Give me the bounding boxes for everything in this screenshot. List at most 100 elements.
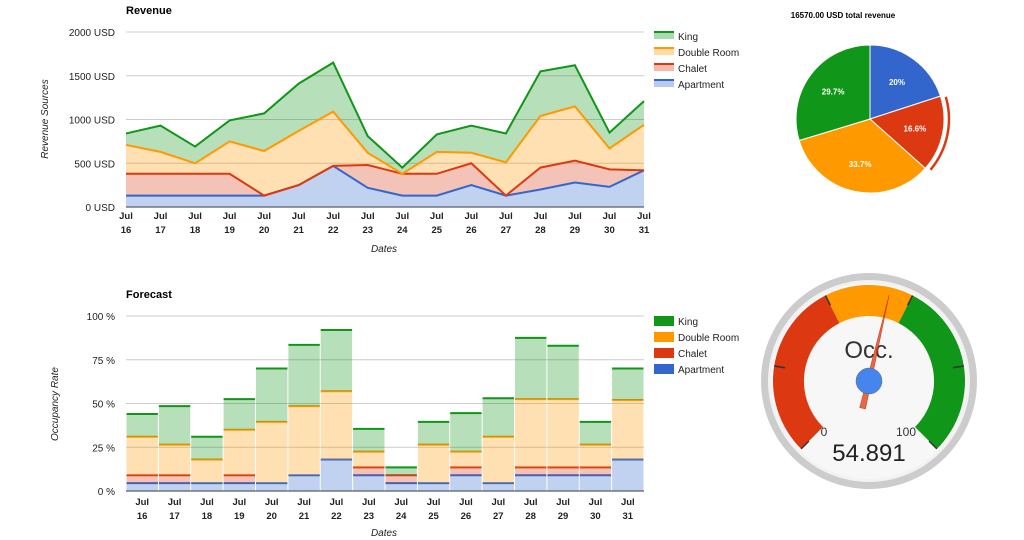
legend-swatch-double-room xyxy=(654,48,674,55)
revenue-pie-chart: 16570.00 USD total revenue 20% 16.6% 33.7%… xyxy=(791,11,951,194)
forecast-bar-apartment xyxy=(482,483,514,491)
gauge-color-bands xyxy=(772,285,966,449)
legend-swatch-chalet xyxy=(654,348,674,358)
forecast-x-tick-label: Jul 31 xyxy=(621,497,635,522)
forecast-bar-double-room xyxy=(547,399,579,468)
forecast-bar-double-room xyxy=(191,459,223,484)
forecast-bar-king xyxy=(223,399,255,430)
forecast-bar-double-room xyxy=(482,436,514,484)
legend-swatch-apartment xyxy=(654,80,674,87)
revenue-x-tick-label: Jul 31 xyxy=(637,211,651,236)
forecast-bar-apartment xyxy=(126,483,158,491)
forecast-y-tick-label: 25 % xyxy=(92,443,115,454)
gauge-min-label: 0 xyxy=(821,425,828,439)
revenue-x-tick-label: Jul 27 xyxy=(499,211,513,236)
forecast-bar-chalet xyxy=(547,467,579,476)
legend-swatch-king xyxy=(654,316,674,326)
forecast-x-tick-label: Jul 20 xyxy=(265,497,279,522)
forecast-title: Forecast xyxy=(126,289,172,301)
forecast-x-axis-label: Dates xyxy=(371,528,397,539)
forecast-x-tick-label: Jul 17 xyxy=(168,497,182,522)
revenue-x-tick-label: Jul 25 xyxy=(430,211,444,236)
legend-label-apartment: Apartment xyxy=(678,365,724,376)
forecast-bar-double-room xyxy=(579,444,612,468)
forecast-bar-chalet xyxy=(579,467,612,476)
forecast-bar-king xyxy=(450,413,482,452)
revenue-y-tick-label: 500 USD xyxy=(74,159,115,170)
revenue-x-tick-label: Jul 18 xyxy=(188,211,202,236)
legend-swatch-chalet xyxy=(654,64,674,71)
pie-slice-apartment[interactable] xyxy=(869,44,942,120)
pie-slice-label-apartment: 20% xyxy=(889,78,905,87)
revenue-area-chalet xyxy=(126,160,644,196)
forecast-bar-apartment xyxy=(256,483,288,491)
revenue-legend[interactable]: King Double Room Chalet Apartment xyxy=(654,31,739,91)
forecast-x-tick-label: Jul 29 xyxy=(556,497,570,522)
forecast-bar-apartment xyxy=(158,483,191,491)
forecast-bar-double-room xyxy=(515,399,547,468)
revenue-y-ticks: 0 USD 500 USD 1000 USD 1500 USD 2000 USD xyxy=(69,28,115,214)
legend-label-king: King xyxy=(678,32,698,43)
forecast-bar-double-room xyxy=(612,400,644,460)
forecast-legend[interactable]: King Double Room Chalet Apartment xyxy=(654,316,739,376)
forecast-bar-double-room xyxy=(450,451,482,468)
legend-label-king: King xyxy=(678,317,698,328)
gauge-band-orange xyxy=(825,285,913,324)
forecast-x-tick-label: Jul 26 xyxy=(459,497,473,522)
forecast-bar-king xyxy=(579,421,612,445)
forecast-bar-apartment xyxy=(450,475,482,492)
forecast-x-tick-label: Jul 28 xyxy=(524,497,538,522)
gauge-value: 54.891 xyxy=(832,440,905,467)
gauge-tick xyxy=(952,365,964,369)
forecast-x-tick-label: Jul 21 xyxy=(297,497,311,522)
pie-slice-chalet[interactable] xyxy=(869,95,945,170)
revenue-y-tick-label: 1500 USD xyxy=(69,72,115,83)
revenue-x-tick-label: Jul 22 xyxy=(326,211,340,236)
forecast-bar-apartment xyxy=(288,475,320,492)
forecast-gridlines xyxy=(126,315,644,492)
forecast-x-tick-label: Jul 19 xyxy=(232,497,246,522)
forecast-x-tick-label: Jul 23 xyxy=(362,497,376,522)
forecast-bar-chalet xyxy=(223,475,255,484)
pie-slice-label-chalet: 16.6% xyxy=(904,124,927,133)
forecast-bar-king xyxy=(256,368,288,422)
pie-slice-labels: 20% 16.6% 33.7% 29.7% xyxy=(822,78,926,169)
pie-slice-double-room[interactable] xyxy=(798,118,926,194)
revenue-x-tick-label: Jul 30 xyxy=(603,211,617,236)
forecast-bar-double-room xyxy=(126,436,158,476)
forecast-x-tick-label: Jul 22 xyxy=(330,497,344,522)
revenue-area-king xyxy=(126,62,644,174)
legend-label-chalet: Chalet xyxy=(678,349,707,360)
revenue-line-king xyxy=(125,61,645,169)
gauge-max-label: 100 xyxy=(896,425,916,439)
revenue-x-tick-label: Jul 20 xyxy=(257,211,271,236)
revenue-x-tick-label: Jul 17 xyxy=(154,211,168,236)
forecast-bar-apartment xyxy=(612,459,644,491)
revenue-line-apartment xyxy=(126,164,645,197)
pie-slices[interactable] xyxy=(795,44,951,194)
forecast-x-tick-label: Jul 30 xyxy=(589,497,603,522)
forecast-bar-double-room xyxy=(417,444,450,484)
pie-title: 16570.00 USD total revenue xyxy=(791,11,896,20)
forecast-bar-king xyxy=(515,337,547,400)
pie-slice-label-double-room: 33.7% xyxy=(849,160,872,169)
revenue-title: Revenue xyxy=(126,5,172,17)
pie-slice-king[interactable] xyxy=(795,44,871,142)
revenue-chart: Revenue 0 USD 500 USD 1000 USD 1500 USD 2000… xyxy=(40,5,739,255)
forecast-bar-king xyxy=(482,398,514,437)
gauge-band-red xyxy=(772,295,840,449)
revenue-x-tick-label: Jul 28 xyxy=(534,211,548,236)
gauge-band-green xyxy=(898,295,966,449)
forecast-bar-king xyxy=(385,467,417,476)
revenue-line-double-room xyxy=(125,105,645,175)
forecast-bar-king xyxy=(547,345,579,400)
gauge-label: Occ. xyxy=(844,337,893,364)
legend-swatch-apartment xyxy=(654,364,674,374)
revenue-series-lines xyxy=(125,61,645,197)
forecast-x-tick-label: Jul 25 xyxy=(427,497,441,522)
revenue-x-tick-label: Jul 19 xyxy=(223,211,237,236)
revenue-x-tick-label: Jul 23 xyxy=(361,211,375,236)
legend-swatch-double-room xyxy=(654,332,674,342)
revenue-y-axis-label: Revenue Sources xyxy=(40,79,51,159)
